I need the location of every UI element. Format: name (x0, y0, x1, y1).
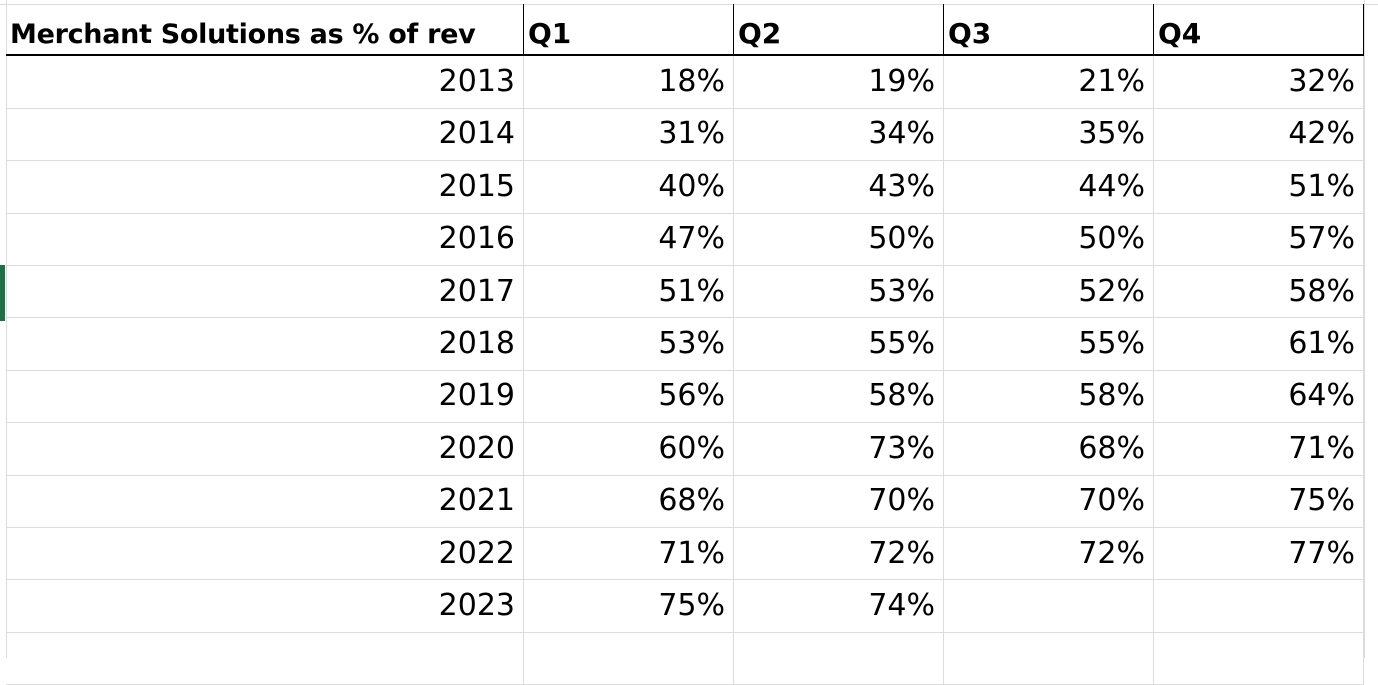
q3-cell[interactable]: 21% (944, 56, 1154, 109)
data-table: Merchant Solutions as % of rev Q1 Q2 Q3 … (6, 4, 1364, 685)
q2-cell[interactable]: 43% (734, 161, 944, 214)
q3-cell[interactable]: 35% (944, 108, 1154, 162)
q2-cell[interactable]: 53% (734, 265, 944, 319)
top-gridline (0, 4, 1378, 5)
q1-cell[interactable]: 53% (524, 318, 734, 371)
year-cell[interactable]: 2018 (6, 318, 524, 371)
q4-cell[interactable]: 58% (1154, 265, 1364, 319)
q4-cell[interactable]: 75% (1154, 475, 1364, 528)
q2-cell[interactable]: 58% (734, 370, 944, 424)
q2-cell[interactable]: 19% (734, 56, 944, 109)
q1-cell[interactable]: 47% (524, 213, 734, 266)
q1-cell[interactable]: 18% (524, 56, 734, 109)
empty-cell[interactable] (944, 632, 1154, 685)
q1-cell[interactable]: 31% (524, 108, 734, 162)
q2-cell[interactable]: 50% (734, 213, 944, 266)
empty-cell[interactable] (734, 632, 944, 685)
q3-cell[interactable]: 50% (944, 213, 1154, 266)
year-cell[interactable]: 2016 (6, 213, 524, 266)
year-cell[interactable]: 2015 (6, 161, 524, 214)
q3-cell[interactable]: 52% (944, 265, 1154, 319)
q1-cell[interactable]: 51% (524, 265, 734, 319)
q2-cell[interactable]: 73% (734, 423, 944, 476)
q4-cell[interactable]: 77% (1154, 527, 1364, 581)
header-cell-title[interactable]: Merchant Solutions as % of rev (6, 4, 524, 57)
q2-cell[interactable]: 74% (734, 580, 944, 633)
q4-cell[interactable]: 71% (1154, 423, 1364, 476)
column-gridline (1364, 0, 1365, 658)
q1-cell[interactable]: 71% (524, 527, 734, 581)
header-cell-q1[interactable]: Q1 (524, 4, 734, 57)
q4-cell[interactable]: 64% (1154, 370, 1364, 424)
q4-cell[interactable]: 51% (1154, 161, 1364, 214)
q2-cell[interactable]: 55% (734, 318, 944, 371)
empty-cell[interactable] (524, 632, 734, 685)
year-cell[interactable]: 2020 (6, 423, 524, 476)
year-cell[interactable]: 2023 (6, 580, 524, 633)
year-cell[interactable]: 2019 (6, 370, 524, 424)
q3-cell[interactable]: 70% (944, 475, 1154, 528)
q4-cell[interactable] (1154, 580, 1364, 633)
empty-cell[interactable] (1154, 632, 1364, 685)
q3-cell[interactable]: 68% (944, 423, 1154, 476)
q2-cell[interactable]: 34% (734, 108, 944, 162)
q1-cell[interactable]: 40% (524, 161, 734, 214)
q4-cell[interactable]: 61% (1154, 318, 1364, 371)
q3-cell[interactable] (944, 580, 1154, 633)
header-cell-q4[interactable]: Q4 (1154, 4, 1364, 57)
year-cell[interactable]: 2021 (6, 475, 524, 528)
year-cell[interactable]: 2013 (6, 56, 524, 109)
q4-cell[interactable]: 32% (1154, 56, 1364, 109)
q4-cell[interactable]: 42% (1154, 108, 1364, 162)
year-cell[interactable]: 2017 (6, 265, 524, 319)
q2-cell[interactable]: 72% (734, 527, 944, 581)
year-cell[interactable]: 2022 (6, 527, 524, 581)
q4-cell[interactable]: 57% (1154, 213, 1364, 266)
q3-cell[interactable]: 55% (944, 318, 1154, 371)
q3-cell[interactable]: 58% (944, 370, 1154, 424)
q1-cell[interactable]: 60% (524, 423, 734, 476)
empty-cell[interactable] (6, 632, 524, 685)
q1-cell[interactable]: 68% (524, 475, 734, 528)
header-cell-q3[interactable]: Q3 (944, 4, 1154, 57)
q1-cell[interactable]: 75% (524, 580, 734, 633)
q3-cell[interactable]: 44% (944, 161, 1154, 214)
q1-cell[interactable]: 56% (524, 370, 734, 424)
row-selection-marker (0, 265, 5, 321)
q3-cell[interactable]: 72% (944, 527, 1154, 581)
q2-cell[interactable]: 70% (734, 475, 944, 528)
header-cell-q2[interactable]: Q2 (734, 4, 944, 57)
year-cell[interactable]: 2014 (6, 108, 524, 162)
left-gridline (6, 0, 7, 658)
